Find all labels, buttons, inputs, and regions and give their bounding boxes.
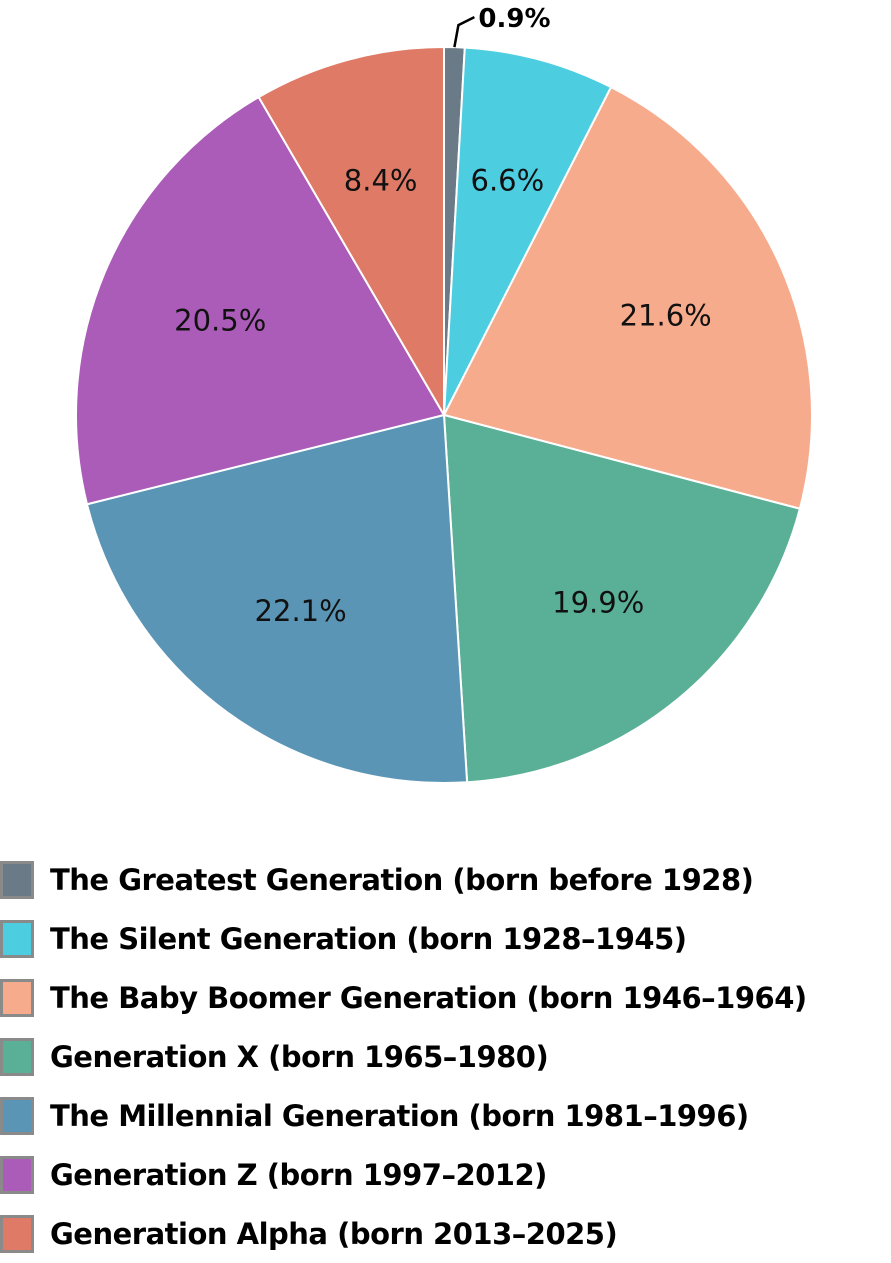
slice-label: 20.5% — [174, 304, 266, 338]
legend-swatch — [0, 1155, 34, 1194]
pie-slice — [443, 46, 613, 416]
legend-label: The Millennial Generation (born 1981–199… — [50, 1098, 749, 1133]
legend-swatch — [0, 1037, 34, 1076]
legend-label: The Silent Generation (born 1928–1945) — [50, 921, 687, 956]
slice-label: 8.4% — [344, 164, 418, 198]
slice-label: 21.6% — [620, 299, 712, 333]
legend: The Greatest Generation (born before 192… — [0, 850, 891, 1263]
legend-label: The Baby Boomer Generation (born 1946–19… — [50, 980, 807, 1015]
legend-label: Generation Alpha (born 2013–2025) — [50, 1216, 618, 1251]
legend-item: The Greatest Generation (born before 192… — [0, 850, 891, 909]
pie-chart: 0.9% 6.6% 21.6% 19.9% 22.1% 20.5% 8.4% — [75, 4, 813, 784]
legend-item: The Millennial Generation (born 1981–199… — [0, 1086, 891, 1145]
legend-item: Generation Alpha (born 2013–2025) — [0, 1204, 891, 1263]
legend-item: The Baby Boomer Generation (born 1946–19… — [0, 968, 891, 1027]
pie-slice — [442, 413, 802, 784]
pie-slice — [75, 95, 446, 506]
slice-label: 6.6% — [471, 164, 545, 198]
legend-item: Generation Z (born 1997–2012) — [0, 1145, 891, 1204]
legend-label: Generation Z (born 1997–2012) — [50, 1157, 547, 1192]
callout-label: 0.9% — [478, 4, 550, 34]
legend-swatch — [0, 1214, 34, 1253]
legend-swatch — [0, 1096, 34, 1135]
slice-label: 22.1% — [255, 594, 347, 628]
legend-swatch — [0, 978, 34, 1017]
legend-swatch — [0, 860, 34, 899]
legend-item: The Silent Generation (born 1928–1945) — [0, 909, 891, 968]
pie-slice — [85, 413, 469, 784]
legend-item: Generation X (born 1965–1980) — [0, 1027, 891, 1086]
pie-slice — [257, 45, 445, 419]
legend-swatch — [0, 919, 34, 958]
legend-label: Generation X (born 1965–1980) — [50, 1039, 549, 1074]
legend-label: The Greatest Generation (born before 192… — [50, 862, 754, 897]
pie-slice — [442, 85, 813, 510]
slice-label: 19.9% — [552, 586, 644, 620]
callout-line — [453, 16, 475, 48]
